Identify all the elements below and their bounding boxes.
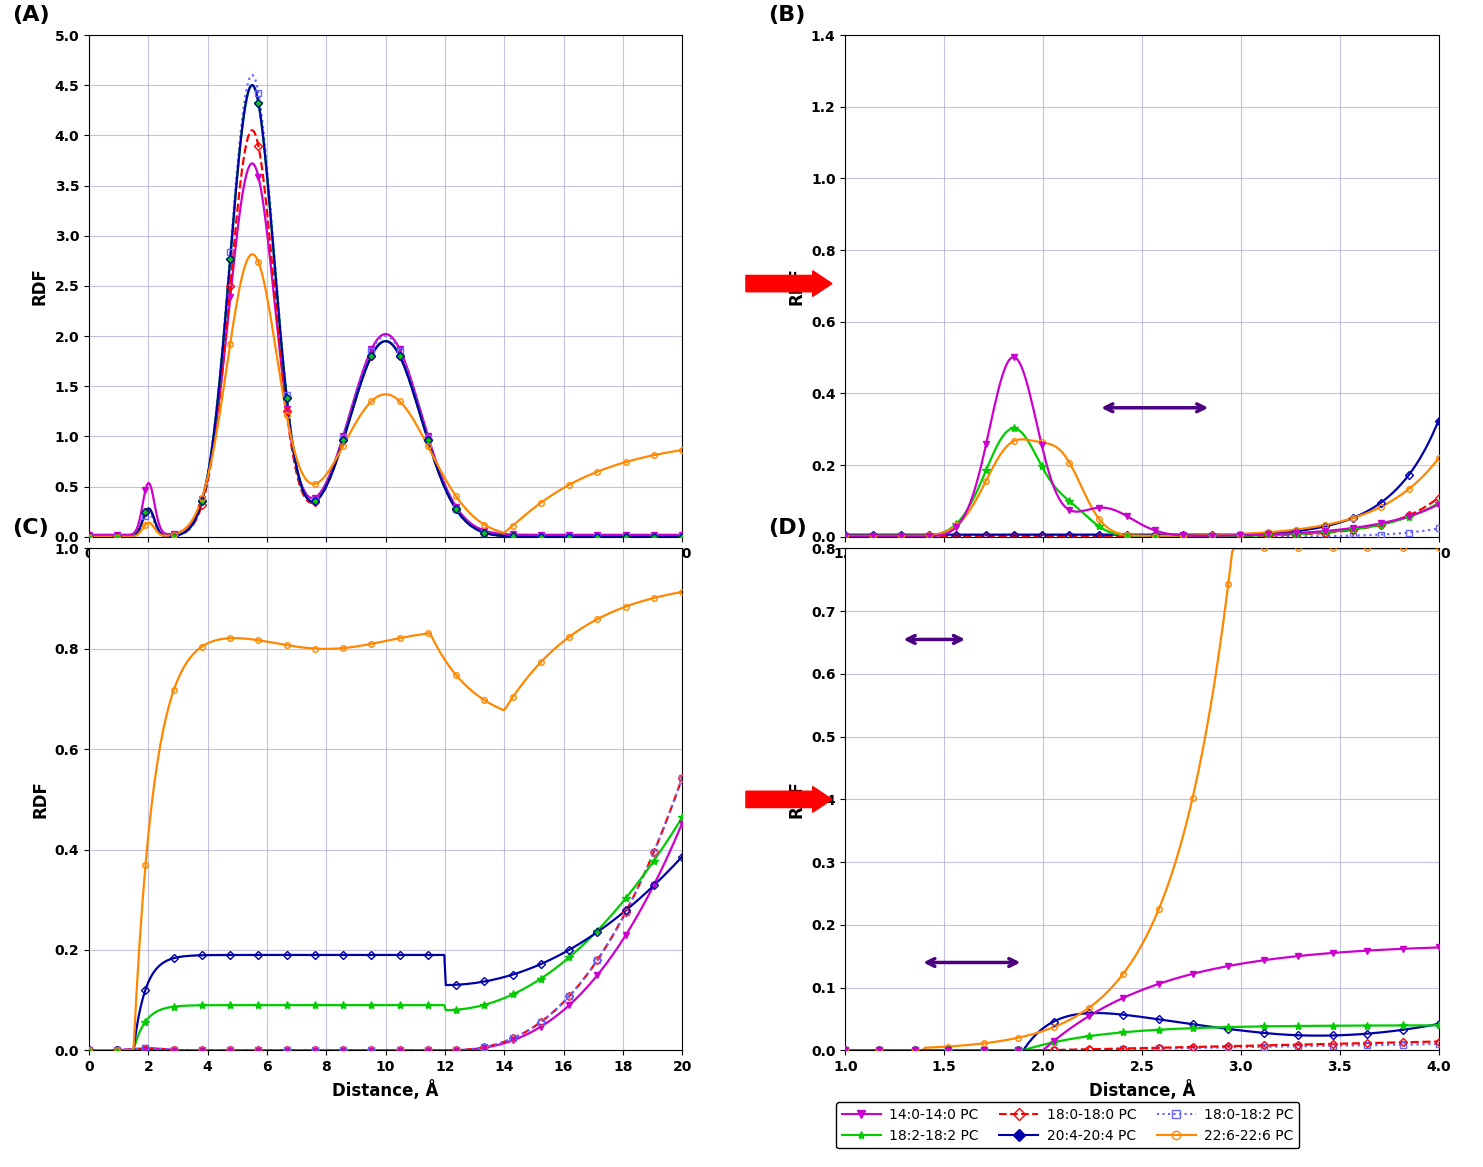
Text: (B): (B) — [768, 5, 805, 25]
X-axis label: Distance, Å: Distance, Å — [332, 1079, 439, 1099]
Y-axis label: RDF: RDF — [31, 267, 49, 305]
X-axis label: Distance, Å: Distance, Å — [1089, 1079, 1195, 1099]
Y-axis label: RDF: RDF — [787, 781, 805, 818]
X-axis label: Distance, Å: Distance, Å — [332, 566, 439, 586]
Text: (A): (A) — [12, 5, 49, 25]
Text: (D): (D) — [768, 518, 807, 538]
Text: (C): (C) — [12, 518, 49, 538]
X-axis label: Distance, Å: Distance, Å — [1089, 566, 1195, 586]
Y-axis label: RDF: RDF — [31, 781, 49, 818]
Legend: 14:0-14:0 PC, 18:2-18:2 PC, 18:0-18:0 PC, 20:4-20:4 PC, 18:0-18:2 PC, 22:6-22:6 : 14:0-14:0 PC, 18:2-18:2 PC, 18:0-18:0 PC… — [836, 1103, 1299, 1148]
Y-axis label: RDF: RDF — [787, 267, 805, 305]
